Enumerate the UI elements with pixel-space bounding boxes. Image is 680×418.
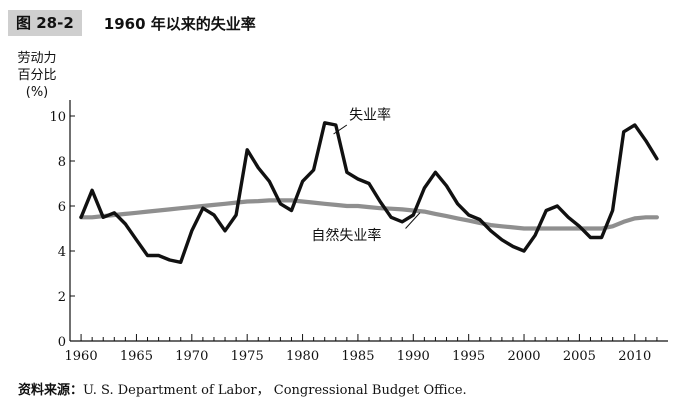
source-note: 资料来源：U. S. Department of Labor， Congress… (18, 379, 467, 398)
natural-rate-line (78, 198, 660, 231)
y-tick-label: 4 (58, 245, 66, 260)
y-axis-label-line: (%) (25, 85, 49, 100)
x-tick-label: 1970 (175, 349, 208, 364)
y-axis-label: 劳动力 百分比 (%) (4, 50, 70, 101)
axes: 0 2 4 6 8 10 1960 1965 1970 1975 1980 1985 1990 1995 2… (49, 100, 668, 364)
series-layer (78, 121, 660, 264)
source-label: 资料来源： (18, 383, 84, 398)
y-tick-label: 2 (58, 290, 66, 305)
x-tick-label: 2010 (618, 349, 651, 364)
y-tick-label: 0 (58, 335, 66, 350)
unemployment-rate-leader (333, 124, 348, 135)
x-tick-label: 1960 (65, 349, 98, 364)
y-tick-label: 8 (58, 155, 66, 170)
x-tick-label: 1965 (120, 349, 153, 364)
x-tick-label: 1995 (452, 349, 485, 364)
unemployment-rate-label: 失业率 (349, 106, 391, 123)
figure-title: 1960 年以来的失业率 (103, 14, 256, 33)
y-tick-label: 10 (49, 110, 66, 125)
source-text: U. S. Department of Labor， Congressional… (83, 383, 467, 398)
x-tick-label: 1975 (231, 349, 264, 364)
y-axis-label-line: 劳动力 (17, 51, 57, 66)
x-tick-label: 1985 (341, 349, 374, 364)
unemployment-rate-line (79, 121, 659, 264)
x-tick-label: 1990 (397, 349, 430, 364)
x-tick-label: 1980 (286, 349, 319, 364)
natural-rate-label: 自然失业率 (311, 227, 381, 244)
x-tick-label: 2000 (507, 349, 540, 364)
figure-header: 图 28-2 1960 年以来的失业率 (8, 10, 256, 36)
y-tick-label: 6 (58, 200, 66, 215)
figure-number: 图 28-2 (8, 10, 82, 36)
natural-rate-leader (405, 212, 421, 229)
x-tick-label: 2005 (563, 349, 596, 364)
y-axis-label-line: 百分比 (17, 68, 57, 83)
